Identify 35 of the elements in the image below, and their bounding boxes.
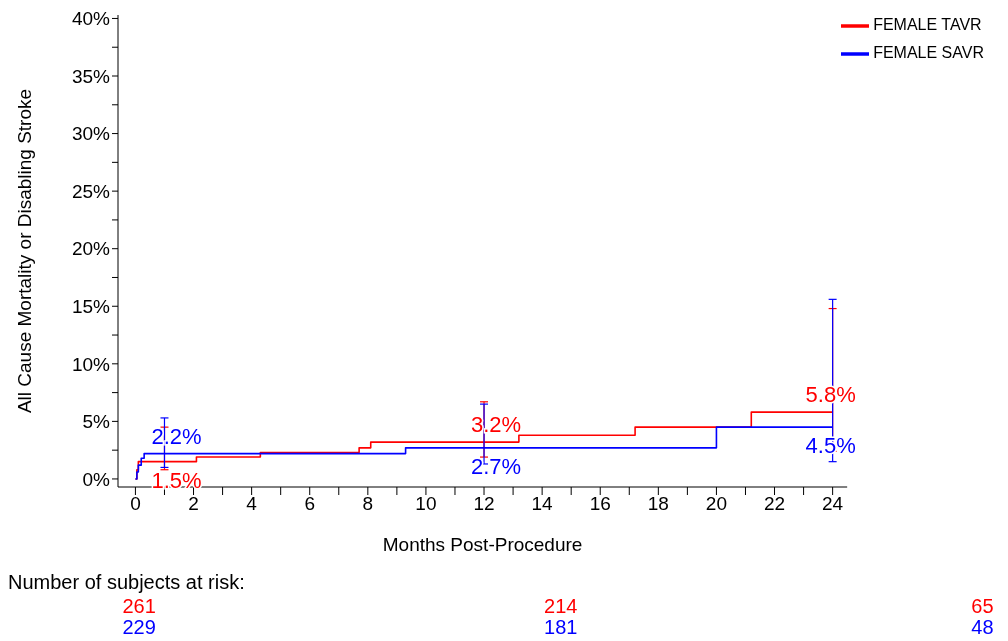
legend-label: FEMALE SAVR — [873, 44, 984, 62]
text: 214 — [543, 595, 579, 617]
text: 181 — [543, 616, 579, 638]
text: 261 — [121, 595, 157, 617]
y-tick-label: 10% — [71, 353, 111, 375]
y-tick-label: 40% — [71, 8, 111, 30]
x-tick-label: 4 — [246, 493, 258, 515]
x-tick-label: 2 — [188, 493, 199, 515]
x-tick-label: 12 — [473, 493, 495, 515]
y-tick-label: 25% — [71, 180, 111, 202]
x-tick-label: 16 — [589, 493, 611, 515]
y-axis-title: All Cause Mortality or Disabling Stroke — [13, 88, 35, 414]
text: 65 — [970, 595, 995, 617]
y-tick-label: 5% — [82, 411, 111, 433]
y-tick-label: 20% — [71, 238, 111, 260]
x-tick-label: 0 — [130, 493, 141, 515]
text: Number of subjects at risk: — [8, 571, 245, 594]
text: 48 — [970, 616, 995, 638]
x-tick-label: 22 — [763, 493, 786, 515]
y-tick-label: 30% — [71, 123, 111, 145]
x-tick-label: 8 — [362, 493, 374, 515]
y-tick-label: 15% — [71, 296, 111, 317]
x-tick-label: 20 — [705, 493, 727, 515]
y-tick-label: 35% — [71, 65, 111, 87]
x-tick-label: 14 — [531, 493, 554, 515]
x-tick-label: 6 — [304, 493, 316, 515]
y-tick-label: 0% — [82, 468, 111, 490]
x-tick-label: 10 — [415, 493, 437, 515]
annotation: 2.7% — [470, 453, 522, 479]
x-tick-label: 24 — [822, 493, 844, 515]
x-tick-label: 18 — [647, 493, 669, 515]
annotation: 1.5% — [151, 467, 202, 493]
x-axis-title: Months Post-Procedure — [382, 534, 583, 555]
legend-label: FEMALE TAVR — [873, 16, 982, 34]
text: 229 — [121, 616, 157, 638]
